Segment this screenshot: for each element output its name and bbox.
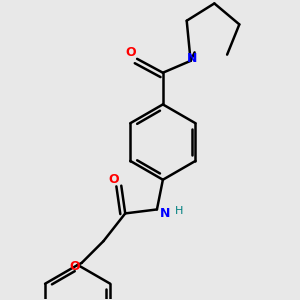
Text: H: H	[175, 206, 183, 216]
Text: N: N	[160, 207, 170, 220]
Text: O: O	[108, 173, 119, 186]
Text: N: N	[186, 52, 197, 65]
Text: O: O	[69, 260, 80, 273]
Text: O: O	[126, 46, 136, 59]
